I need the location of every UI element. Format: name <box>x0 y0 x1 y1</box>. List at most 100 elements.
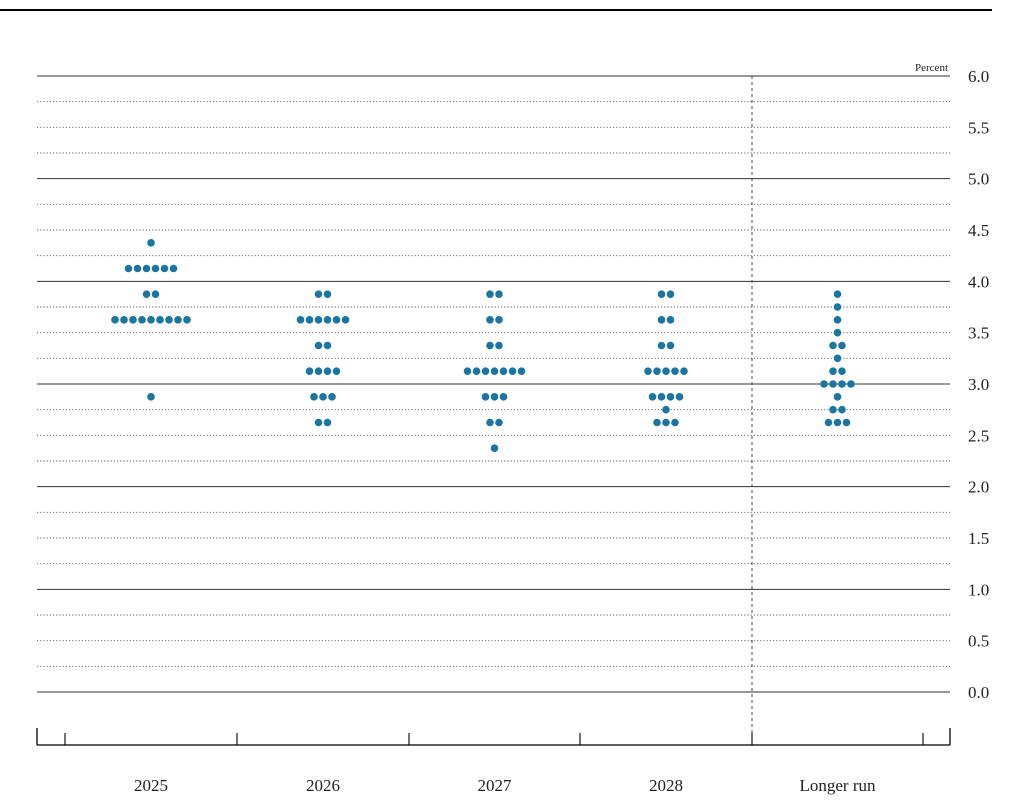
participant-dot <box>657 316 666 324</box>
y-tick-label: 2.5 <box>968 426 989 445</box>
participant-dot <box>332 316 341 324</box>
participant-dot <box>490 444 499 452</box>
participant-dot <box>495 290 503 298</box>
participant-dot <box>151 264 160 273</box>
participant-dot <box>847 380 855 388</box>
participant-dot <box>680 367 688 375</box>
y-tick-label: 3.5 <box>968 324 989 343</box>
participant-dot <box>495 316 503 324</box>
x-category-label: Longer run <box>799 776 876 795</box>
participant-dot <box>314 290 323 298</box>
x-category-label: 2025 <box>134 776 168 795</box>
participant-dot <box>842 418 851 427</box>
participant-dot <box>833 316 842 324</box>
participant-dot <box>820 380 828 388</box>
participant-dot <box>323 367 332 375</box>
y-tick-label: 1.0 <box>968 580 989 599</box>
participant-dot <box>666 290 675 298</box>
participant-dot <box>838 405 846 414</box>
y-axis-tick-labels: 0.0 0.5 1.0 1.5 2.0 2.5 3.0 3.5 4.0 4.5 5.0 5.5 6.0 <box>968 67 989 702</box>
participant-dot <box>305 316 314 324</box>
x-category-label: 2026 <box>306 776 340 795</box>
gridlines <box>37 75 950 693</box>
participant-dot <box>490 393 499 401</box>
y-tick-label: 5.0 <box>968 170 989 189</box>
participant-dot <box>305 367 314 375</box>
participant-dot <box>662 367 670 375</box>
participant-dot <box>332 367 341 375</box>
participant-dot <box>829 367 837 375</box>
participant-dot <box>314 367 323 375</box>
participant-dot <box>319 393 327 401</box>
participant-dot <box>833 418 842 427</box>
participant-dot <box>328 393 336 401</box>
participant-dot <box>662 418 670 427</box>
y-tick-label: 4.5 <box>968 221 989 240</box>
participant-dot <box>142 290 151 298</box>
participant-dot <box>156 316 164 324</box>
participant-dot <box>666 393 675 401</box>
y-tick-label: 2.0 <box>968 478 989 497</box>
x-category-label: 2027 <box>478 776 513 795</box>
participant-dot <box>174 316 182 324</box>
participant-dot <box>124 264 133 273</box>
participant-dot <box>666 316 675 324</box>
participant-dot <box>499 367 508 375</box>
participant-dot <box>323 418 332 427</box>
participant-dot <box>486 316 494 324</box>
participant-dot <box>829 341 837 350</box>
participant-dot <box>314 341 323 350</box>
participant-dot <box>481 393 490 401</box>
x-axis-category-labels: 2025 2026 2027 2028 Longer run <box>134 776 876 795</box>
participant-dot <box>675 393 684 401</box>
participant-dot <box>648 393 657 401</box>
participant-dot <box>833 303 842 311</box>
participant-dot <box>838 341 846 350</box>
participant-dot <box>671 367 679 375</box>
participant-dot <box>653 367 661 375</box>
participant-dot <box>472 367 481 375</box>
participant-dot <box>517 367 526 375</box>
participant-dot <box>147 316 155 324</box>
participant-dot <box>296 316 305 324</box>
participant-dot <box>481 367 490 375</box>
participant-dot <box>833 290 842 298</box>
participant-dot <box>653 418 661 427</box>
participant-dot <box>310 393 318 401</box>
participant-dot <box>833 328 842 337</box>
participant-dot <box>138 316 146 324</box>
y-tick-label: 1.5 <box>968 529 989 548</box>
participant-dot <box>838 367 846 375</box>
y-tick-label: 4.0 <box>968 272 989 291</box>
participant-dot <box>314 418 323 427</box>
participant-dot <box>486 341 494 350</box>
participant-dot <box>111 316 119 324</box>
participant-dot <box>341 316 350 324</box>
participant-dot <box>499 393 508 401</box>
participant-dot <box>508 367 517 375</box>
participant-dot <box>129 316 137 324</box>
participant-dot <box>662 405 670 414</box>
participant-dot <box>833 393 842 401</box>
x-category-label: 2028 <box>649 776 683 795</box>
participant-dot <box>490 367 499 375</box>
dots-layer <box>111 239 855 452</box>
participant-dot <box>147 239 155 247</box>
participant-dot <box>160 264 169 273</box>
participant-dot <box>671 418 679 427</box>
participant-dot <box>169 264 178 273</box>
y-tick-label: 0.0 <box>968 683 989 702</box>
participant-dot <box>147 393 155 401</box>
participant-dot <box>833 354 842 363</box>
participant-dot <box>495 341 503 350</box>
participant-dot <box>120 316 128 324</box>
participant-dot <box>644 367 652 375</box>
participant-dot <box>657 341 666 350</box>
participant-dot <box>486 290 494 298</box>
x-axis <box>36 728 951 746</box>
participant-dot <box>657 290 666 298</box>
participant-dot <box>323 290 332 298</box>
y-tick-label: 5.5 <box>968 118 989 137</box>
participant-dot <box>142 264 151 273</box>
